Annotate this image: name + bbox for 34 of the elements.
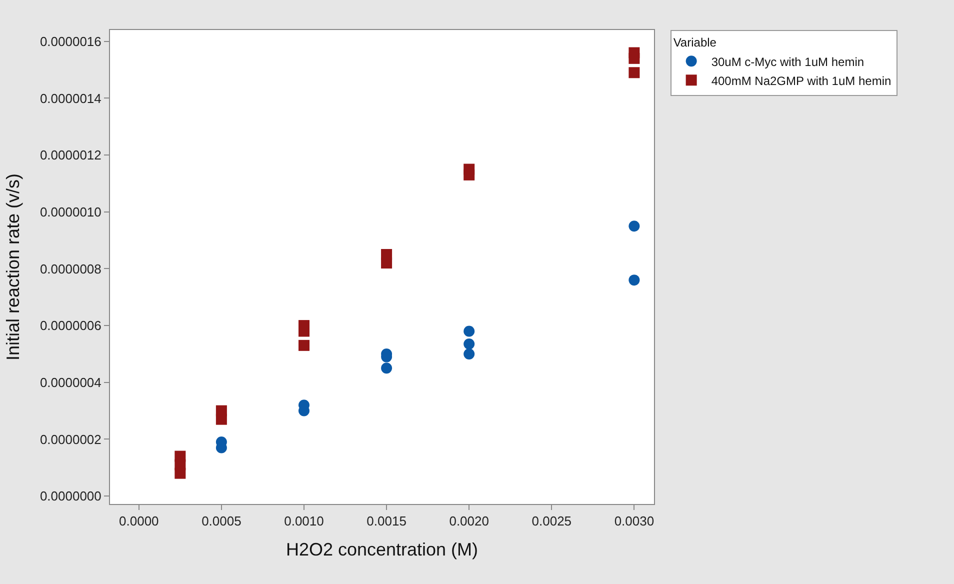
y-tick-label: 0.0000008: [40, 261, 102, 276]
x-tick-label: 0.0030: [614, 514, 654, 529]
legend-title: Variable: [673, 36, 717, 50]
y-tick-label: 0.0000014: [40, 90, 102, 106]
point: [381, 362, 392, 374]
point: [628, 274, 640, 286]
point: [464, 348, 475, 360]
y-tick-label: 0.0000002: [40, 432, 102, 447]
y-tick-label: 0.0000016: [40, 34, 102, 49]
y-axis-title: Initial reaction rate (v/s): [3, 173, 24, 361]
point: [628, 52, 640, 64]
x-tick-label: 0.0005: [202, 514, 242, 529]
legend-label: 30uM c-Myc with 1uM hemin: [711, 54, 864, 69]
point: [628, 67, 640, 78]
point: [464, 169, 475, 180]
y-tick-label: 0.0000000: [40, 488, 102, 504]
x-tick-label: 0.0000: [119, 514, 159, 529]
y-tick-label: 0.0000004: [40, 374, 102, 390]
x-tick-label: 0.0020: [449, 514, 489, 529]
x-axis-title: H2O2 concentration (M): [286, 540, 478, 560]
point: [298, 340, 310, 351]
y-tick-label: 0.0000010: [40, 204, 102, 220]
x-tick-label: 0.0025: [532, 514, 572, 529]
point: [174, 468, 186, 479]
point: [464, 326, 475, 337]
y-tick-label: 0.0000012: [40, 148, 102, 163]
point: [628, 220, 640, 232]
point: [216, 414, 227, 425]
x-tick-label: 0.0015: [366, 514, 406, 529]
point: [381, 258, 392, 269]
x-tick-label: 0.0010: [284, 514, 324, 529]
y-tick-label: 0.0000006: [40, 318, 102, 334]
point: [464, 338, 475, 350]
legend-label: 400mM Na2GMP with 1uM hemin: [711, 74, 892, 88]
